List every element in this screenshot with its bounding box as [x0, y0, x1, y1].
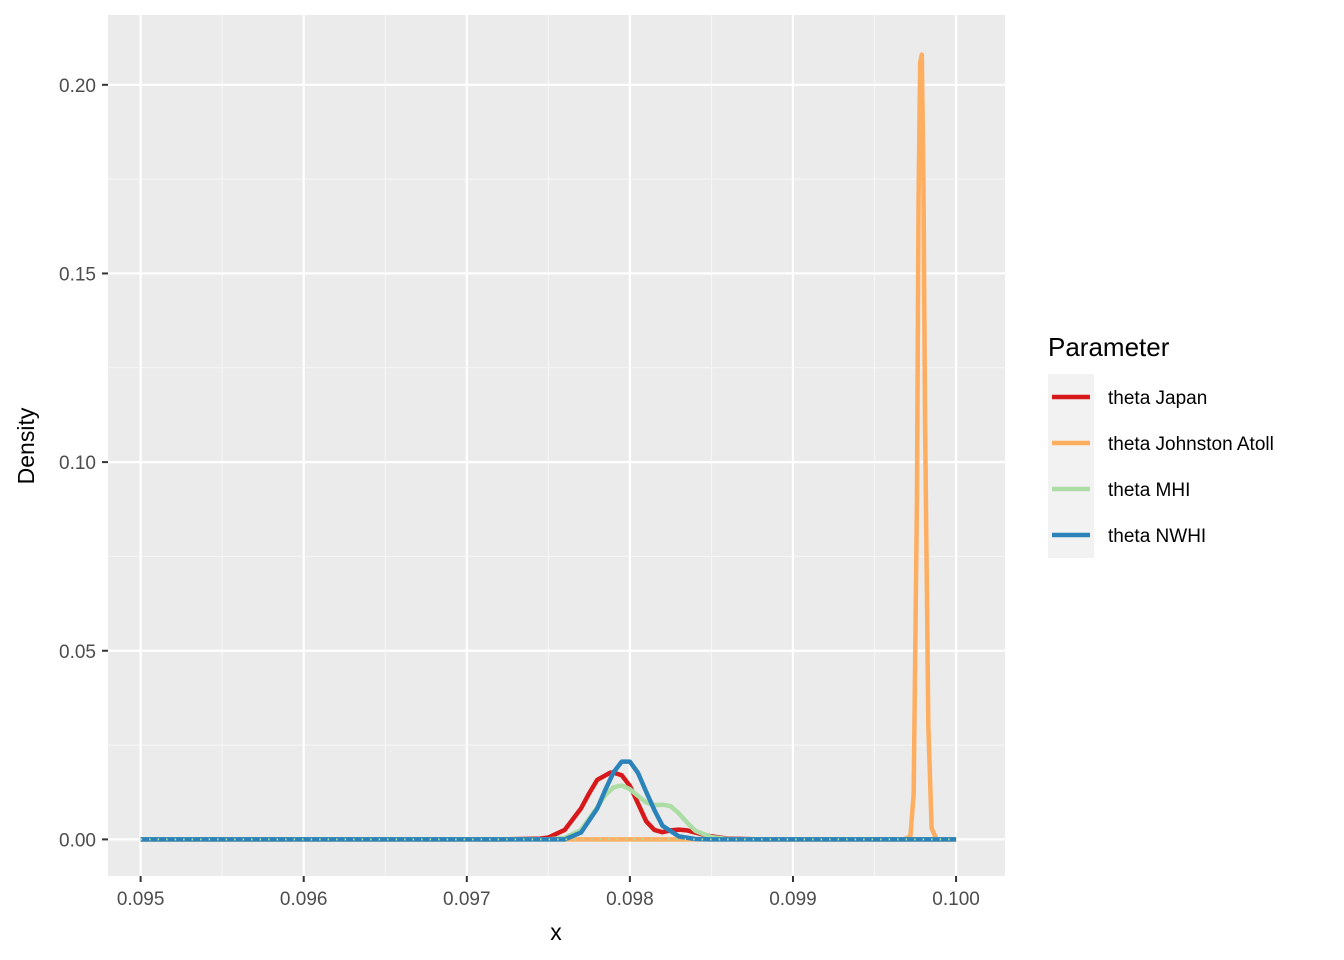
y-axis-title: Density — [13, 407, 39, 484]
y-tick-label: 0.20 — [59, 76, 96, 97]
legend-label-1: theta Johnston Atoll — [1108, 434, 1274, 455]
legend-items: theta Japan theta Johnston Atoll theta MHI… — [1052, 388, 1274, 547]
x-tick-label: 0.097 — [443, 889, 491, 910]
x-tick-label: 0.095 — [117, 889, 165, 910]
x-tick-label: 0.096 — [280, 889, 328, 910]
legend-label-0: theta Japan — [1108, 388, 1207, 409]
series-line-1 — [140, 52, 957, 842]
x-axis-title: x — [550, 919, 562, 945]
minor-gridlines — [108, 15, 1005, 876]
y-tick-label: 0.15 — [59, 264, 96, 285]
series-line-3 — [140, 759, 957, 842]
x-axis: 0.095 0.096 0.097 0.098 0.099 0.100 — [117, 876, 980, 910]
y-tick-label: 0.10 — [59, 453, 96, 474]
major-gridlines — [108, 15, 1005, 876]
y-axis: 0.00 0.05 0.10 0.15 0.20 — [59, 76, 108, 851]
y-tick-label: 0.00 — [59, 830, 96, 851]
legend-label-3: theta NWHI — [1108, 526, 1206, 547]
panel-background — [108, 15, 1005, 876]
x-tick-label: 0.100 — [932, 889, 980, 910]
legend: Parameter theta Japan theta Johnston Atol… — [1048, 332, 1274, 558]
legend-title: Parameter — [1048, 332, 1170, 362]
legend-label-2: theta MHI — [1108, 480, 1190, 501]
series-lines — [140, 52, 957, 842]
x-tick-label: 0.099 — [769, 889, 817, 910]
legend-key-background — [1048, 374, 1094, 558]
x-tick-label: 0.098 — [606, 889, 654, 910]
y-tick-label: 0.05 — [59, 642, 96, 663]
